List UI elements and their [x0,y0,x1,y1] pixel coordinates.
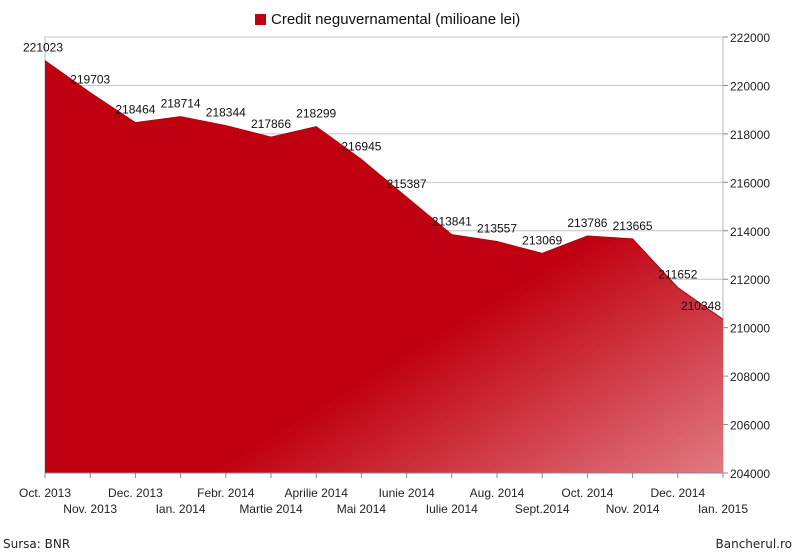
y-tick-label: 218000 [730,128,770,142]
x-tick-label: Dec. 2013 [108,486,163,500]
x-tick-label: Iulie 2014 [426,502,478,516]
data-label: 213786 [567,216,607,230]
data-label: 213665 [613,219,653,233]
y-tick-label: 204000 [730,467,770,481]
source-note: Sursa: BNR [3,537,71,551]
x-tick-label: Ian. 2014 [156,502,206,516]
data-labels: 221023 219703 218464 218714 218344 217866 2182… [23,41,721,314]
series-area-fill [45,60,723,474]
x-tick-label: Ian. 2015 [698,502,748,516]
series-area [44,60,724,474]
x-tick-label: Febr. 2014 [197,486,255,500]
axes: 204000 206000 208000 210000 212000 214000 2160… [19,31,770,516]
legend-swatch [255,13,266,25]
data-label: 213069 [522,233,562,247]
data-label: 218344 [206,106,246,120]
y-tick-label: 210000 [730,322,770,336]
data-label: 221023 [23,41,63,55]
y-tick-label: 208000 [730,370,770,384]
site-credit: Bancherul.ro [715,537,792,551]
y-tick-label: 222000 [730,31,770,45]
x-tick-label: Iunie 2014 [379,486,435,500]
legend-label: Credit neguvernamental (milioane lei) [271,10,521,28]
x-tick-label: Aug. 2014 [470,486,525,500]
x-tick-label: Nov. 2013 [63,502,117,516]
x-tick-label: Oct. 2013 [19,486,71,500]
data-label: 211652 [658,268,697,282]
y-tick-label: 214000 [730,225,770,239]
data-label: 218299 [296,107,336,121]
x-tick-label: Sept.2014 [515,502,570,516]
data-label: 213557 [477,222,517,236]
data-label: 213841 [432,215,472,229]
x-tick-label: Mai 2014 [337,502,387,516]
y-tick-label: 206000 [730,419,770,433]
x-tick-label: Nov. 2014 [606,502,660,516]
data-label: 219703 [70,73,110,87]
data-label: 216945 [341,139,381,153]
y-tick-label: 220000 [730,79,770,93]
x-tick-label: Oct. 2014 [561,486,613,500]
series-line [44,60,724,320]
data-label: 217866 [251,117,291,131]
data-label: 215387 [387,177,427,191]
y-tick-label: 212000 [730,273,770,287]
legend: Credit neguvernamental (milioane lei) [255,9,520,29]
x-tick-label: Dec. 2014 [650,486,705,500]
data-label: 210348 [681,299,721,313]
y-tick-label: 216000 [730,176,770,190]
data-label: 218714 [161,97,201,111]
x-tick-label: Martie 2014 [239,502,303,516]
x-tick-label: Aprilie 2014 [285,486,349,500]
data-label: 218464 [115,103,155,117]
